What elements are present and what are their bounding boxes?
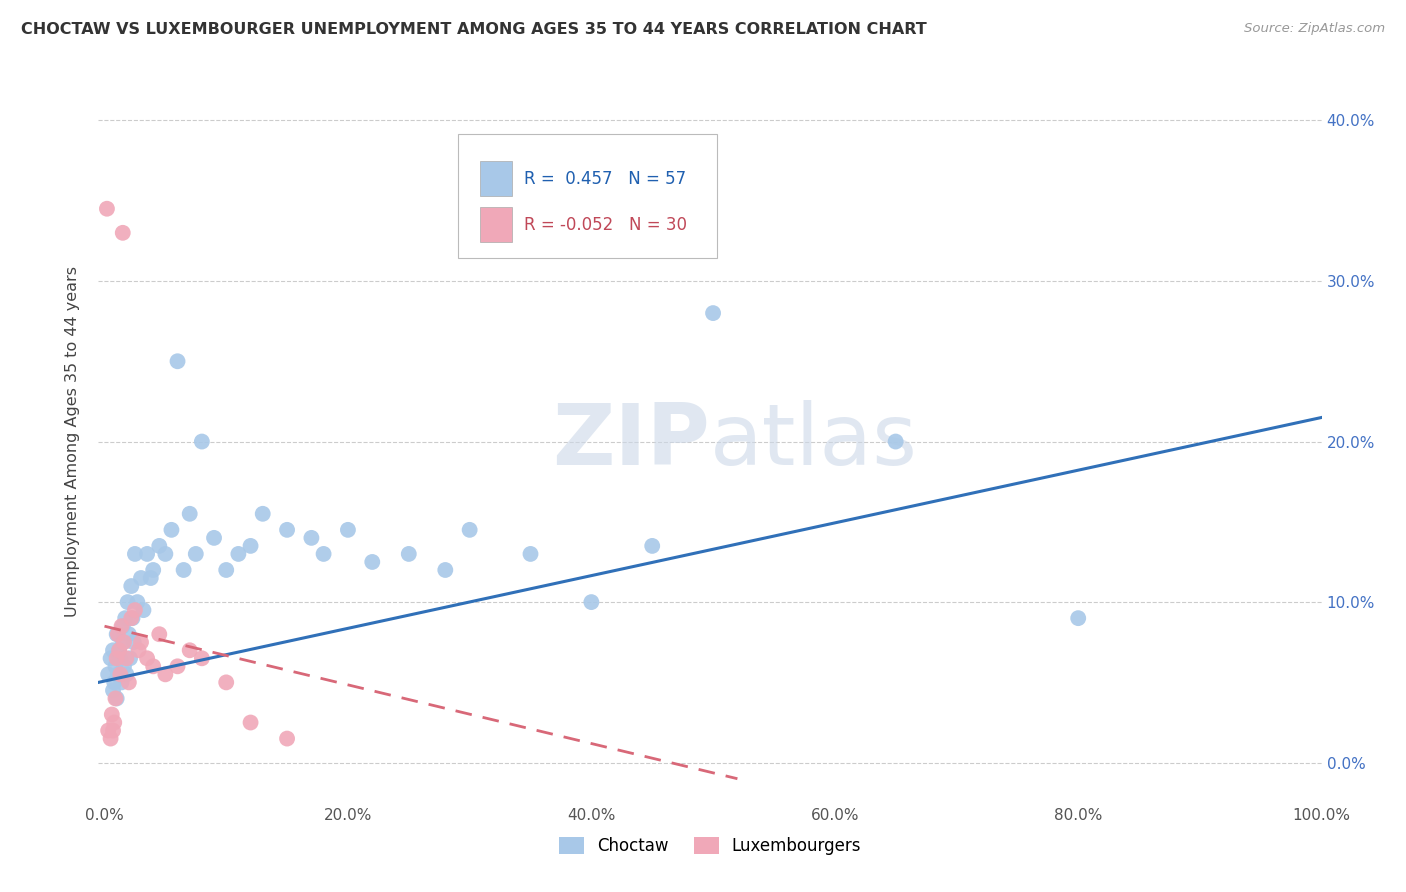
Point: [96, 202, 118, 216]
Point: [111, 619, 134, 633]
Point: [115, 651, 138, 665]
Point: [166, 354, 188, 368]
Point: [581, 595, 603, 609]
Point: [179, 507, 201, 521]
Point: [641, 539, 664, 553]
Point: [458, 523, 481, 537]
Point: [103, 675, 125, 690]
Point: [184, 547, 207, 561]
Point: [120, 651, 142, 665]
Point: [361, 555, 384, 569]
Point: [110, 651, 132, 665]
Point: [239, 715, 262, 730]
Point: [100, 651, 122, 665]
Point: [299, 531, 322, 545]
Point: [1067, 611, 1090, 625]
Point: [120, 611, 142, 625]
Point: [148, 539, 170, 553]
Point: [129, 635, 152, 649]
Point: [276, 523, 298, 537]
Point: [120, 579, 142, 593]
Point: [110, 667, 132, 681]
Text: CHOCTAW VS LUXEMBOURGER UNEMPLOYMENT AMONG AGES 35 TO 44 YEARS CORRELATION CHART: CHOCTAW VS LUXEMBOURGER UNEMPLOYMENT AMO…: [21, 22, 927, 37]
Point: [148, 627, 170, 641]
Point: [228, 547, 250, 561]
Point: [107, 667, 129, 681]
Point: [127, 595, 149, 609]
Point: [166, 659, 188, 673]
Point: [155, 547, 177, 561]
Point: [884, 434, 907, 449]
Point: [128, 643, 150, 657]
Point: [136, 547, 159, 561]
Point: [122, 635, 145, 649]
Point: [107, 627, 129, 641]
Point: [100, 731, 122, 746]
Point: [191, 434, 214, 449]
Point: [101, 723, 124, 738]
Point: [104, 691, 127, 706]
Point: [179, 643, 201, 657]
Point: [155, 667, 177, 681]
Text: ZIP: ZIP: [553, 400, 710, 483]
Point: [160, 523, 183, 537]
Point: [118, 627, 141, 641]
Point: [105, 627, 128, 641]
Point: [136, 651, 159, 665]
Point: [336, 523, 359, 537]
Point: [142, 659, 165, 673]
Point: [118, 675, 141, 690]
Point: [111, 635, 134, 649]
Text: R = -0.052   N = 30: R = -0.052 N = 30: [524, 216, 688, 234]
Point: [702, 306, 724, 320]
Point: [108, 643, 131, 657]
Point: [239, 539, 262, 553]
Point: [519, 547, 541, 561]
Point: [312, 547, 335, 561]
Point: [252, 507, 274, 521]
Point: [142, 563, 165, 577]
Point: [124, 603, 146, 617]
Point: [121, 611, 143, 625]
Point: [132, 603, 155, 617]
Y-axis label: Unemployment Among Ages 35 to 44 years: Unemployment Among Ages 35 to 44 years: [65, 266, 80, 617]
Point: [97, 667, 120, 681]
Point: [191, 651, 214, 665]
Point: [114, 611, 136, 625]
Point: [215, 675, 238, 690]
Point: [103, 715, 125, 730]
Point: [215, 563, 238, 577]
Point: [112, 659, 135, 673]
Point: [117, 595, 139, 609]
Point: [111, 226, 134, 240]
Text: atlas: atlas: [710, 400, 918, 483]
Point: [110, 619, 132, 633]
Text: R =  0.457   N = 57: R = 0.457 N = 57: [524, 169, 686, 187]
Point: [173, 563, 195, 577]
Point: [115, 667, 138, 681]
Text: Source: ZipAtlas.com: Source: ZipAtlas.com: [1244, 22, 1385, 36]
Point: [139, 571, 162, 585]
Point: [276, 731, 298, 746]
Legend: Choctaw, Luxembourgers: Choctaw, Luxembourgers: [550, 829, 870, 863]
Point: [104, 659, 127, 673]
Point: [110, 675, 132, 690]
Point: [101, 707, 124, 722]
Point: [434, 563, 457, 577]
Point: [101, 683, 124, 698]
Point: [202, 531, 225, 545]
Point: [112, 635, 135, 649]
Point: [97, 723, 120, 738]
Point: [105, 651, 128, 665]
Point: [124, 547, 146, 561]
Point: [398, 547, 420, 561]
Point: [105, 691, 128, 706]
Point: [108, 643, 131, 657]
Point: [101, 643, 124, 657]
Point: [129, 571, 152, 585]
